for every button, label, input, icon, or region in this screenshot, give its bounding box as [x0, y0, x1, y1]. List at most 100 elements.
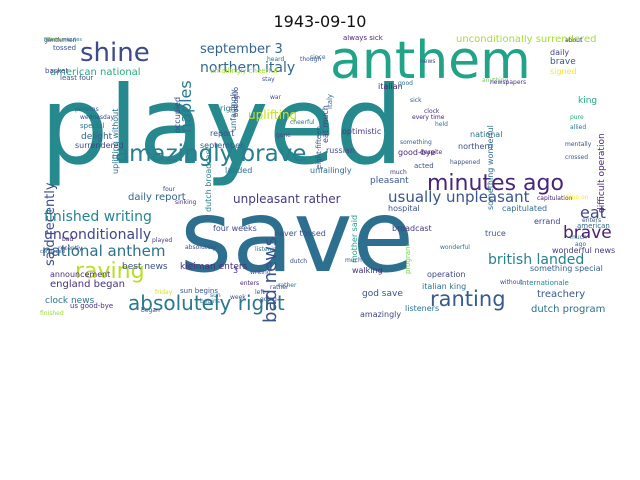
cloud-word-about-109: about [565, 37, 583, 44]
cloud-word-difficult-operation-75: difficult operation [597, 132, 607, 213]
cloud-word-anything-107: anything [482, 77, 509, 84]
cloud-word-listening-126: listening [255, 246, 281, 253]
cloud-word-internationale-93: internationale [520, 279, 569, 287]
cloud-word-anthem-2: anthem [330, 35, 531, 91]
cloud-word-raving-7: raving [75, 259, 145, 284]
cloud-word-sinking-142: sinking [175, 199, 197, 206]
cloud-word-shine-on-118: shine on [563, 194, 589, 201]
cloud-word-landed-62: landed [225, 166, 253, 175]
cloud-word-rather-70: rather [278, 282, 297, 289]
cloud-word-hospital-43: hospital [388, 204, 420, 213]
cloud-word-northern-45: northern [458, 142, 493, 151]
cloud-word-save-1: save [180, 178, 415, 295]
cloud-word-continued-139: continued [40, 249, 65, 255]
cloud-word-wonderful-137: wonderful [440, 244, 470, 251]
cloud-word-september-50: september [200, 141, 244, 150]
cloud-word-daily-report-24: daily report [128, 192, 186, 203]
cloud-word-occupied-80: occupied [173, 97, 182, 134]
cloud-word-signed-83: signed [550, 67, 577, 76]
cloud-word-3-130: 3 [233, 266, 239, 275]
cloud-word-wednesday-92: wednesday [80, 114, 115, 121]
cloud-word-program-89: program [404, 244, 412, 275]
cloud-word-brave-74: brave [550, 57, 576, 67]
cloud-word-italian-king-33: italian king [422, 282, 467, 291]
cloud-word-something-special-36: something special [530, 264, 603, 273]
cloud-word-russian-47: russian [326, 146, 355, 155]
cloud-word-begins-132: begins [200, 298, 220, 305]
cloud-word-gentlemen-90: gentlemen [44, 37, 77, 44]
cloud-word-minutes-ago-3: minutes ago [427, 171, 564, 196]
cloud-word-unpleasant-rather-23: unpleasant rather [233, 192, 341, 206]
cloud-word-italy-88: italy [326, 93, 334, 109]
cloud-word-finished-146: finished [40, 310, 64, 317]
cloud-word-ago-123: ago [575, 241, 587, 248]
cloud-word-good-bye-44: good-bye [398, 148, 436, 157]
cloud-word-usually-unpleasant-14: usually unpleasant [388, 188, 530, 206]
cloud-word-four-71: four [163, 186, 176, 193]
cloud-word-unfailingly-cheerful-77: unfailingly cheerful [210, 67, 278, 75]
cloud-word-going-133: going [260, 296, 277, 303]
cloud-word-despite-119: despite [420, 149, 443, 156]
cloud-word-kleiman-enters-29: kleiman enters [180, 262, 248, 272]
cloud-title: 1943-09-10 [273, 12, 367, 31]
cloud-word-cheerful-95: cheerful [290, 119, 315, 126]
cloud-word-brave-10: brave [563, 223, 612, 243]
cloud-word-mentally-114: mentally [565, 141, 592, 148]
cloud-word-absolutely-right-5: absolutely right [128, 291, 285, 315]
cloud-word-report-52: report [210, 129, 235, 138]
cloud-word-bad-140: bad [62, 236, 74, 243]
cloud-word-never-tossed-57: never tossed [274, 229, 326, 238]
cloud-word-much-129: much [345, 257, 362, 264]
cloud-word-eat-9: eat [580, 203, 606, 222]
cloud-word-friday-131: friday [155, 289, 173, 296]
cloud-word-pure-115: pure [570, 114, 584, 121]
cloud-word-surrendered-54: surrendered [75, 141, 124, 150]
cloud-word-september-3-18: september 3 [200, 42, 283, 57]
cloud-word-enters-98: enters [582, 217, 602, 224]
cloud-word-american-national-25: american national [50, 67, 141, 78]
cloud-word-least-four-111: least four [60, 74, 94, 82]
cloud-word-enters-128: enters [240, 280, 260, 287]
cloud-word-american-40: american [577, 222, 610, 230]
cloud-word-heard-100: heard [267, 56, 285, 63]
cloud-word-eight-fifteen-87: eight-fifteen [315, 125, 323, 169]
cloud-word-held-106: held [435, 121, 448, 128]
cloud-word-crossed-117: crossed [565, 154, 589, 161]
cloud-word-dutch-broadcast-78: dutch broadcast [204, 147, 213, 212]
cloud-word-delight-51: delight [81, 132, 113, 142]
cloud-word-though-143: though [300, 56, 322, 63]
cloud-word-national-46: national [470, 130, 503, 139]
cloud-word-absolutely-145: absolutely [185, 244, 217, 251]
cloud-word-writing-125: writing [250, 269, 271, 276]
cloud-word-clock-99: clock [424, 108, 440, 115]
cloud-word-unfailingly-49: unfailingly [310, 166, 352, 175]
cloud-word-fifteen-97: fifteen [45, 37, 65, 44]
cloud-word-pleasant-42: pleasant [370, 176, 409, 186]
cloud-word-national-anthem-11: national anthem [42, 242, 166, 260]
cloud-word-unfailingly-86: unfailingly [229, 89, 238, 131]
cloud-word-dutch-127: dutch [290, 258, 308, 265]
cloud-word-amazingly-brave-4: amazingly brave [115, 141, 307, 167]
cloud-word-capitulated-41: capitulated [502, 204, 548, 213]
cloud-word-something-112: something [400, 139, 432, 146]
cloud-word-left-136: left [255, 289, 265, 296]
cloud-word-week-134: week [230, 294, 246, 301]
cloud-word-finished-writing-16: finished writing [44, 209, 152, 225]
cloud-word-news-104: news [420, 58, 436, 65]
word-cloud: played save anthem minutes ago amazingly bra… [40, 35, 616, 323]
cloud-word-much-122: much [570, 234, 587, 241]
cloud-word-amazingly-59: amazingly [360, 310, 402, 319]
cloud-word-clock-news-27: clock news [45, 296, 95, 306]
cloud-word-played-144: played [152, 237, 173, 244]
cloud-word-england-began-26: england began [50, 279, 125, 290]
cloud-word-gone-96: gone [276, 132, 291, 139]
cloud-word-sun-begins-61: sun begins [180, 287, 218, 295]
cloud-word-british-landed-13: british landed [488, 252, 585, 268]
cloud-word-since-110: since [310, 54, 326, 61]
cloud-word-stay-147: stay [262, 76, 275, 83]
cloud-word-mother-said-84: mother said [350, 214, 359, 263]
cloud-word-northern-italy-17: northern italy [200, 60, 296, 76]
cloud-word-right-72: right [220, 104, 239, 113]
cloud-word-four-weeks-56: four weeks [213, 224, 257, 233]
cloud-word-unconditionally-15: unconditionally [44, 227, 152, 243]
